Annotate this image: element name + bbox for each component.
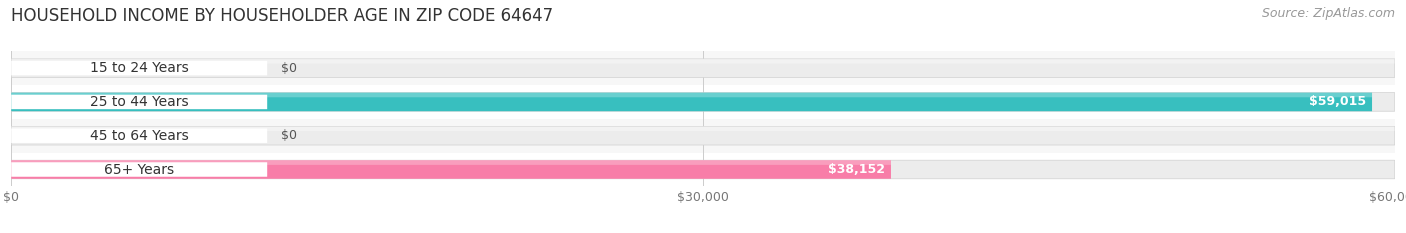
FancyBboxPatch shape: [11, 95, 267, 109]
FancyBboxPatch shape: [11, 97, 1395, 160]
Text: $59,015: $59,015: [1309, 96, 1367, 108]
Text: $0: $0: [281, 62, 297, 75]
Bar: [11, 153, 1395, 186]
Bar: [11, 119, 1395, 153]
Text: $0: $0: [281, 129, 297, 142]
Text: 15 to 24 Years: 15 to 24 Years: [90, 61, 188, 75]
Bar: [11, 85, 1395, 119]
Text: 25 to 44 Years: 25 to 44 Years: [90, 95, 188, 109]
Text: HOUSEHOLD INCOME BY HOUSEHOLDER AGE IN ZIP CODE 64647: HOUSEHOLD INCOME BY HOUSEHOLDER AGE IN Z…: [11, 7, 554, 25]
FancyBboxPatch shape: [11, 160, 891, 179]
FancyBboxPatch shape: [11, 59, 1395, 77]
FancyBboxPatch shape: [11, 93, 1372, 111]
Text: 45 to 64 Years: 45 to 64 Years: [90, 129, 188, 143]
FancyBboxPatch shape: [11, 93, 1395, 111]
FancyBboxPatch shape: [11, 131, 891, 194]
FancyBboxPatch shape: [11, 160, 1395, 179]
Text: $38,152: $38,152: [828, 163, 886, 176]
FancyBboxPatch shape: [11, 64, 1372, 127]
FancyBboxPatch shape: [11, 128, 267, 143]
Bar: [11, 51, 1395, 85]
FancyBboxPatch shape: [11, 61, 267, 75]
Text: Source: ZipAtlas.com: Source: ZipAtlas.com: [1261, 7, 1395, 20]
FancyBboxPatch shape: [11, 30, 1395, 93]
FancyBboxPatch shape: [11, 162, 267, 177]
FancyBboxPatch shape: [11, 127, 1395, 145]
Text: 65+ Years: 65+ Years: [104, 162, 174, 177]
